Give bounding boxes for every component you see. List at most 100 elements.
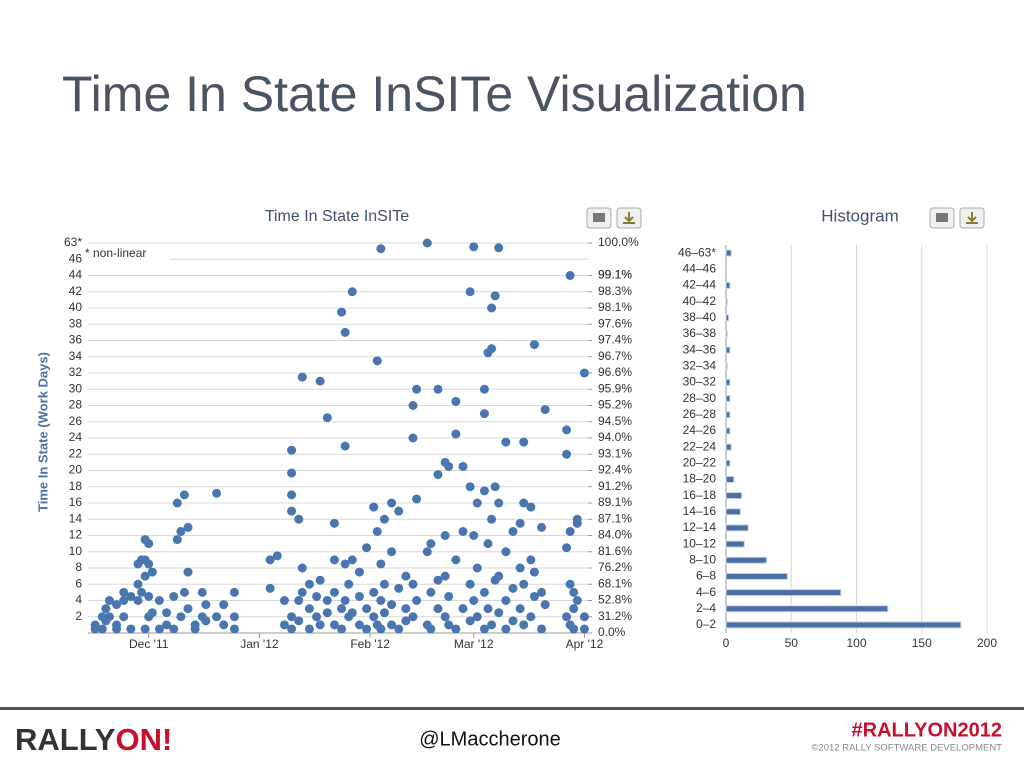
point <box>501 547 511 557</box>
point <box>440 571 450 581</box>
point <box>401 616 411 626</box>
export-buttons <box>586 207 985 229</box>
point <box>176 612 186 622</box>
point <box>354 567 364 577</box>
point <box>479 486 489 496</box>
point <box>451 396 461 406</box>
y-tick-label: 6–8 <box>696 569 716 583</box>
point <box>515 563 525 573</box>
point <box>494 243 504 253</box>
x-tick-label: Apr '12 <box>566 637 604 651</box>
y2-tick-label: 31.2% <box>598 609 632 623</box>
point <box>169 624 179 634</box>
point <box>287 445 297 455</box>
point <box>472 563 482 573</box>
y2-tick-label: 87.1% <box>598 511 632 525</box>
y-tick-label: 36–38 <box>683 326 717 340</box>
point <box>362 604 372 614</box>
point <box>144 591 154 601</box>
y-tick-label: 6 <box>75 576 82 590</box>
point <box>529 340 539 350</box>
point <box>140 571 150 581</box>
point <box>519 437 529 447</box>
point <box>494 608 504 618</box>
point <box>444 620 454 630</box>
point <box>401 604 411 614</box>
point <box>387 547 397 557</box>
bar <box>725 443 732 451</box>
point <box>479 624 489 634</box>
y-tick-label: 32–34 <box>683 358 717 372</box>
point <box>340 441 350 451</box>
bar <box>725 427 731 435</box>
point <box>408 579 418 589</box>
point <box>229 612 239 622</box>
y2-tick-label: 97.6% <box>598 316 632 330</box>
y-tick-label: 12–14 <box>683 520 717 534</box>
bar <box>725 572 788 580</box>
point <box>537 587 547 597</box>
point <box>287 624 297 634</box>
x-tick-label: Feb '12 <box>350 637 390 651</box>
point <box>119 612 129 622</box>
point <box>465 482 475 492</box>
point <box>565 526 575 536</box>
point <box>483 539 493 549</box>
point <box>494 571 504 581</box>
y-tick-label: 14 <box>69 511 83 525</box>
export-icon <box>966 212 978 224</box>
point <box>154 596 164 605</box>
point <box>287 468 297 478</box>
y2-tick-label: 98.3% <box>598 284 632 298</box>
chart-title: Histogram <box>821 206 898 225</box>
point <box>119 587 129 597</box>
point <box>537 522 547 532</box>
logo-part: RALLY <box>15 722 116 757</box>
bar <box>725 330 728 338</box>
y2-tick-label: 68.1% <box>598 576 632 590</box>
point <box>137 587 147 597</box>
point <box>440 612 450 622</box>
y2-tick-label: 94.5% <box>598 414 632 428</box>
point <box>394 624 404 634</box>
y-tick-label: 16 <box>69 495 83 509</box>
point <box>265 583 275 593</box>
point <box>315 376 325 386</box>
point <box>487 514 497 524</box>
y-tick-label: 34 <box>69 349 83 363</box>
histogram-chart: 0 50 100 150 200 0–2 2–4 4–6 6–8 8–10 10–12 12–14 14… <box>678 245 997 650</box>
x-tick-label: 0 <box>723 636 730 650</box>
point <box>294 514 304 524</box>
slide-title: Time In State InSITe Visualization <box>62 66 807 122</box>
point <box>426 587 436 597</box>
bar <box>725 411 731 419</box>
point <box>279 596 289 605</box>
point <box>162 620 172 630</box>
y-tick-label: 42 <box>69 284 83 298</box>
point <box>519 620 529 630</box>
point <box>579 612 589 622</box>
point <box>490 291 500 301</box>
point <box>172 498 182 508</box>
point <box>104 612 114 622</box>
point <box>472 612 482 622</box>
point <box>147 608 157 618</box>
point <box>340 596 350 605</box>
point <box>569 587 579 597</box>
point <box>183 604 193 614</box>
point <box>179 587 189 597</box>
point <box>412 384 422 394</box>
point <box>465 287 475 297</box>
point <box>562 425 572 435</box>
point <box>469 242 479 252</box>
point <box>369 612 379 622</box>
y2-tick-label: 96.7% <box>598 349 632 363</box>
hashtag: #RALLYON2012 <box>852 719 1002 741</box>
y-tick-label: 22 <box>69 446 83 460</box>
bar <box>725 378 731 386</box>
point <box>472 498 482 508</box>
point <box>369 587 379 597</box>
x-tick-label: Mar '12 <box>454 637 494 651</box>
point <box>387 498 397 508</box>
point <box>369 502 379 512</box>
